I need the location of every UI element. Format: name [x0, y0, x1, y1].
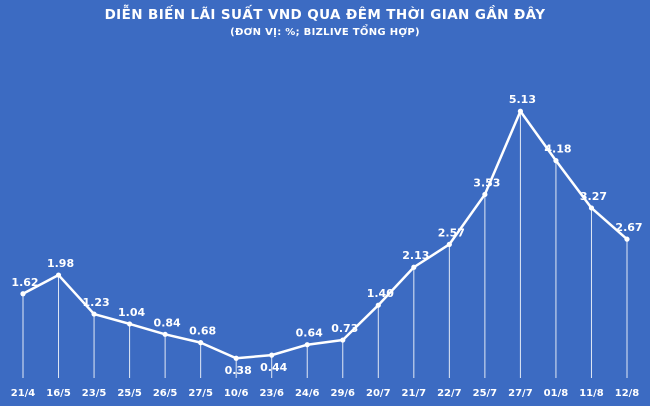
- x-axis-label: 21/7: [402, 388, 427, 399]
- x-axis-label: 23/6: [259, 388, 284, 399]
- data-point: [55, 272, 62, 278]
- x-axis-label: 12/8: [615, 388, 640, 399]
- x-axis-label: 29/6: [330, 388, 355, 399]
- value-label: 4.18: [544, 143, 571, 156]
- value-label: 1.98: [47, 257, 74, 270]
- value-label: 2.57: [438, 226, 465, 239]
- data-point: [411, 264, 417, 270]
- value-label: 1.62: [11, 276, 38, 289]
- x-axis-label: 23/5: [82, 388, 107, 399]
- x-axis-label: 22/7: [437, 388, 462, 399]
- data-point: [375, 302, 381, 308]
- data-point: [233, 355, 239, 361]
- value-label: 3.53: [473, 176, 500, 189]
- series-line: [21, 109, 629, 360]
- data-point: [517, 108, 524, 114]
- x-axis-label: 27/7: [508, 388, 533, 399]
- value-label: 1.23: [82, 296, 109, 309]
- data-point: [198, 340, 204, 346]
- data-point: [553, 158, 559, 164]
- data-point: [20, 291, 26, 297]
- data-point: [340, 337, 346, 343]
- value-label: 3.27: [580, 190, 607, 203]
- x-axis-label: 24/6: [295, 388, 320, 399]
- value-label: 0.68: [189, 325, 216, 338]
- x-axis-label: 26/5: [153, 388, 178, 399]
- value-label: 2.67: [615, 221, 642, 234]
- value-label: 5.13: [509, 93, 536, 106]
- value-label: 0.38: [225, 364, 252, 377]
- x-axis-label: 25/7: [473, 388, 498, 399]
- data-point: [269, 352, 275, 358]
- data-point: [162, 331, 168, 337]
- x-axis-label: 20/7: [366, 388, 391, 399]
- value-label: 0.64: [296, 327, 323, 340]
- value-label: 1.04: [118, 306, 145, 319]
- data-point: [482, 191, 488, 198]
- x-axis-label: 01/8: [544, 388, 569, 399]
- value-label: 1.40: [367, 287, 394, 300]
- value-label: 2.13: [402, 249, 429, 262]
- x-axis-label: 10/6: [224, 388, 249, 399]
- data-point: [126, 321, 133, 327]
- data-point: [446, 241, 452, 247]
- x-axis-label: 21/4: [11, 388, 36, 399]
- value-label: 0.73: [331, 322, 358, 335]
- x-axis-label: 16/5: [46, 388, 71, 399]
- data-point: [624, 236, 630, 242]
- x-axis-label: 25/5: [117, 388, 142, 399]
- data-point: [91, 311, 97, 317]
- value-label: 0.84: [154, 316, 181, 329]
- data-point: [304, 342, 310, 348]
- data-point: [588, 205, 595, 211]
- value-label: 0.44: [260, 361, 287, 374]
- x-axis-label: 11/8: [579, 388, 604, 399]
- x-axis-label: 27/5: [188, 388, 213, 399]
